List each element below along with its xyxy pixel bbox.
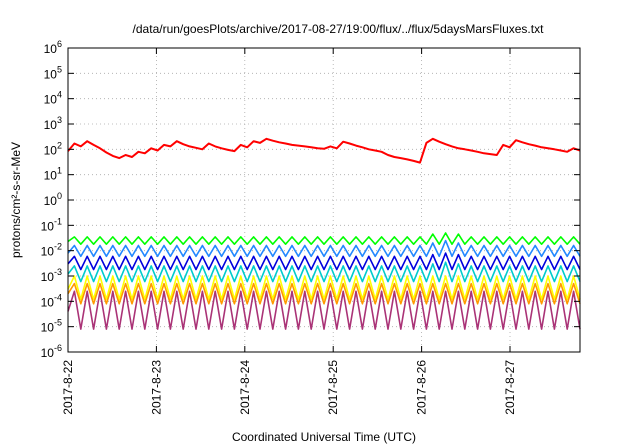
series-line	[67, 290, 581, 330]
series-line	[67, 261, 581, 283]
chart-title: /data/run/goesPlots/archive/2017-08-27/1…	[133, 22, 545, 36]
x-tick-label: 2017-8-23	[149, 360, 163, 415]
grid	[67, 47, 580, 353]
x-tick-label: 2017-8-22	[61, 360, 75, 415]
series-lines	[67, 137, 581, 330]
x-axis-label: Coordinated Universal Time (UTC)	[232, 430, 416, 444]
y-tick-label: 10-5	[41, 318, 62, 335]
y-tick-label: 102	[44, 140, 62, 157]
x-tick-label: 2017-8-26	[415, 360, 429, 415]
series-line	[67, 232, 581, 245]
y-tick-label: 10-4	[41, 292, 62, 309]
x-tick-label: 2017-8-25	[326, 360, 340, 415]
y-tick-label: 105	[44, 64, 62, 81]
y-tick-label: 10-2	[41, 242, 62, 259]
y-tick-label: 10-6	[41, 343, 62, 360]
y-tick-label: 101	[44, 166, 62, 183]
x-tick-label: 2017-8-24	[238, 360, 252, 415]
series-line	[67, 282, 581, 305]
y-tick-label: 103	[44, 115, 62, 132]
y-tick-label: 10-1	[41, 216, 62, 233]
series-line	[67, 137, 581, 164]
y-tick-label: 104	[44, 90, 62, 107]
y-axis-label: protons/cm²-s-sr-MeV	[9, 142, 23, 258]
series-line	[67, 252, 581, 271]
series-line	[67, 239, 581, 258]
x-tick-label: 2017-8-27	[503, 360, 517, 415]
y-tick-label: 10-3	[41, 267, 62, 284]
series-line	[67, 275, 581, 301]
y-axis-ticks: 10-6 10-5 10-4 10-3 10-2 10-1 100 101 102 103 104 1…	[41, 39, 580, 360]
x-axis-ticks: 2017-8-22 2017-8-23 2017-8-24 2017-8-25 2017…	[61, 48, 517, 415]
y-tick-label: 106	[44, 39, 62, 56]
y-tick-label: 100	[44, 191, 62, 208]
